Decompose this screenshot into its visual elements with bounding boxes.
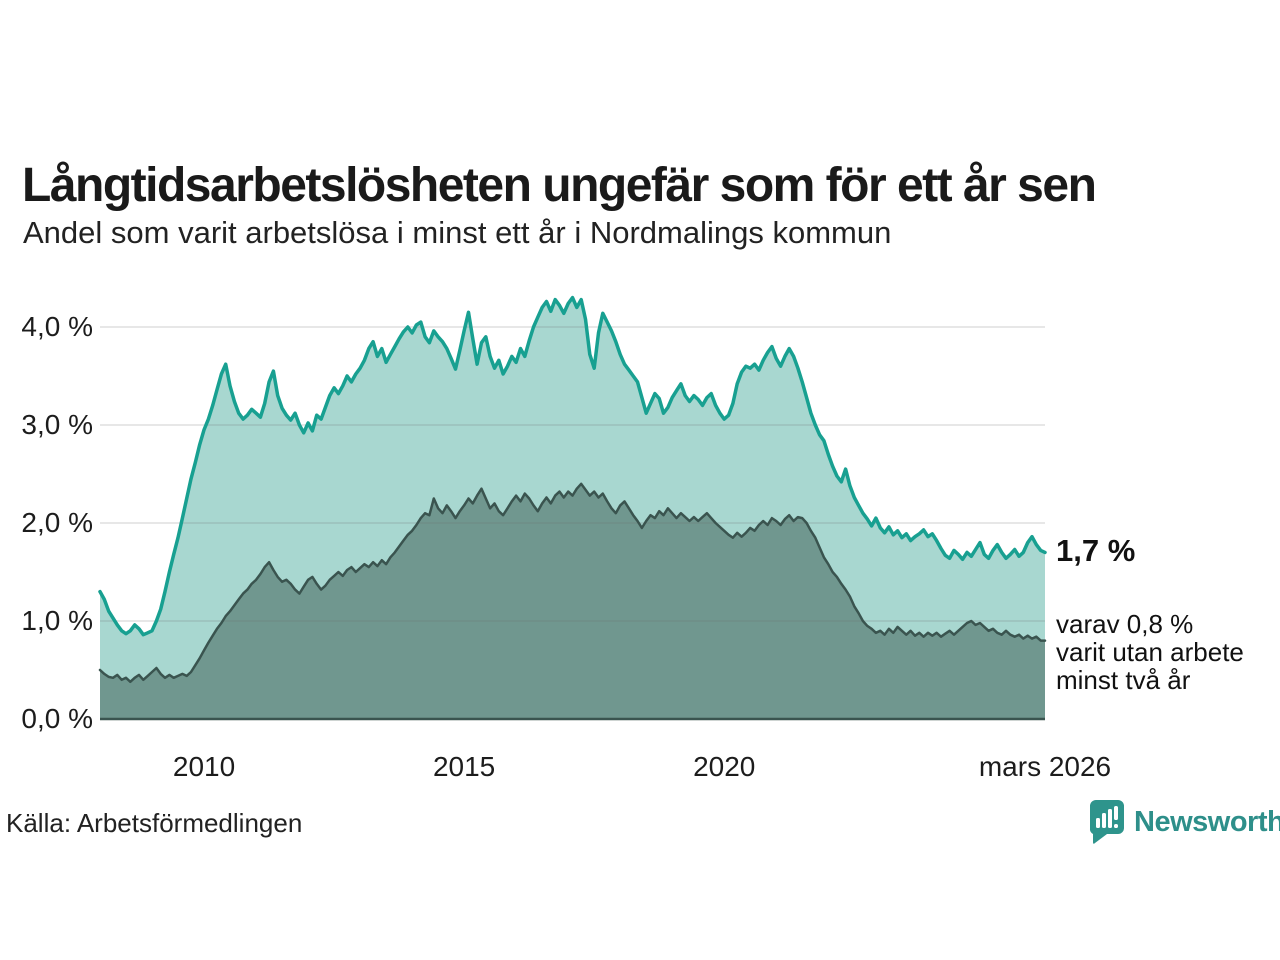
secondary-annotation-line: varit utan arbete: [1056, 637, 1244, 667]
page-subtitle: Andel som varit arbetslösa i minst ett å…: [23, 215, 892, 250]
secondary-annotation: varav 0,8 % varit utan arbete minst två …: [1056, 610, 1244, 694]
brand-wordmark: Newsworthy: [1134, 805, 1280, 838]
secondary-annotation-line: minst två år: [1056, 665, 1191, 695]
secondary-annotation-line: varav 0,8 %: [1056, 609, 1194, 639]
brand-logo: Newsworthy: [1086, 798, 1280, 846]
area-fill-minst-tva-ar: [100, 483, 1045, 719]
line-minst-ett-ar: [98, 295, 1047, 637]
line-minst-tva-ar: [98, 482, 1047, 684]
newsworthy-bubble-barchart-icon: [1089, 800, 1124, 844]
end-value-annotation: 1,7 %: [1056, 533, 1136, 568]
source-caption: Källa: Arbetsförmedlingen: [6, 808, 303, 838]
page-title: Långtidsarbetslösheten ungefär som för e…: [22, 159, 1097, 213]
